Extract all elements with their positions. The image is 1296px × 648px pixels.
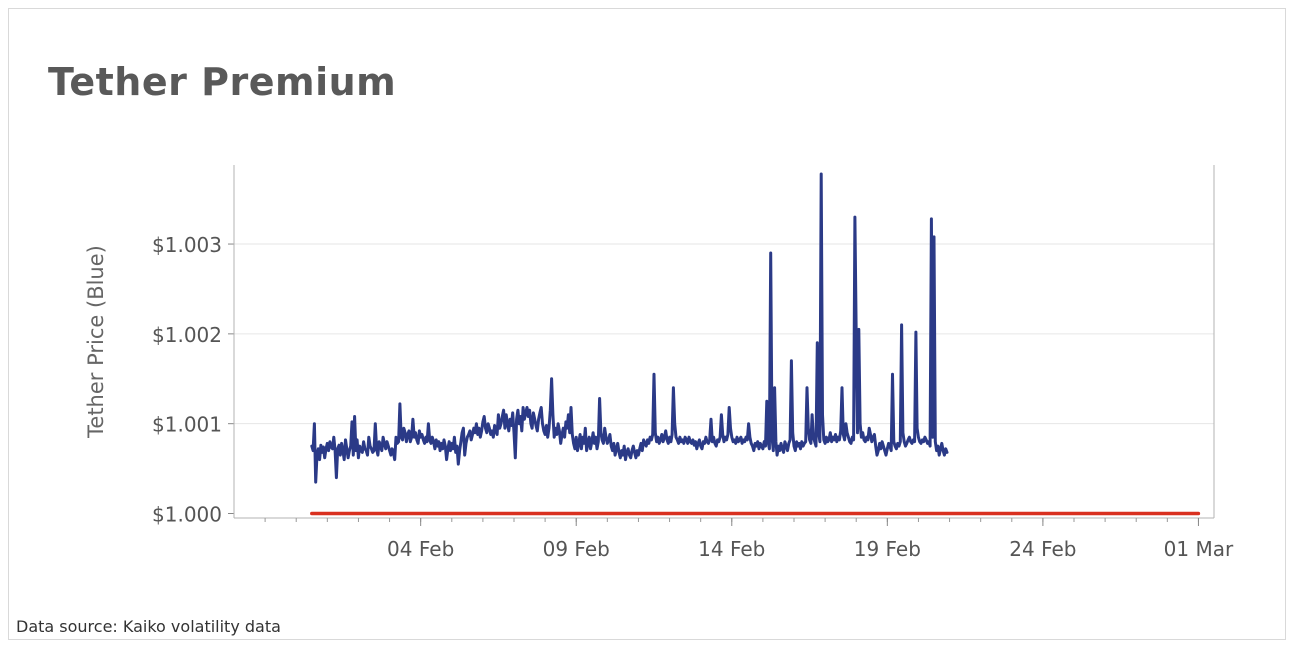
chart-title: Tether Premium: [48, 60, 397, 104]
gridlines: [234, 243, 1214, 425]
y-tick-label: $1.003: [152, 233, 222, 257]
y-tick-label: $1.002: [152, 323, 222, 347]
y-axis-title: Tether Price (Blue): [84, 245, 108, 439]
x-tick-label: 01 Mar: [1164, 537, 1234, 561]
x-tick-label: 19 Feb: [854, 537, 921, 561]
data-source-note: Data source: Kaiko volatility data: [16, 617, 281, 636]
y-tick-label: $1.000: [152, 503, 222, 527]
x-tick-label: 04 Feb: [387, 537, 454, 561]
x-tick-label: 09 Feb: [543, 537, 610, 561]
chart-container: [8, 8, 1286, 640]
x-tick-label: 24 Feb: [1009, 537, 1076, 561]
x-tick-label: 14 Feb: [698, 537, 765, 561]
series-group: [310, 172, 1201, 516]
axes: [228, 165, 1215, 526]
tether-price-line: [310, 172, 949, 484]
tick-labels: $1.000 $1.001 $1.002 $1.003 04 Feb 09 Feb 14 F…: [152, 233, 1234, 561]
y-tick-label: $1.001: [152, 413, 222, 437]
